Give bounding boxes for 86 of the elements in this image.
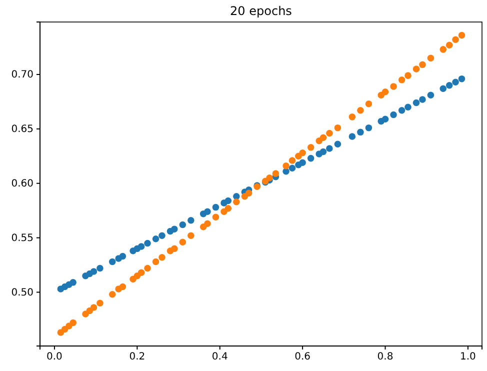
point xyxy=(245,190,252,197)
point xyxy=(158,254,166,261)
chart-title: 20 epochs xyxy=(230,4,292,18)
x-tick-label: 0.6 xyxy=(294,352,311,363)
point xyxy=(204,208,211,216)
point xyxy=(382,116,389,122)
point xyxy=(90,268,98,275)
point xyxy=(90,304,98,311)
point xyxy=(152,258,160,266)
y-tick-label: 0.50 xyxy=(11,287,34,298)
point xyxy=(446,42,453,48)
point xyxy=(307,154,314,162)
point xyxy=(419,61,426,68)
point xyxy=(170,245,178,252)
point xyxy=(138,269,145,276)
point xyxy=(427,54,434,62)
point xyxy=(299,159,306,166)
point xyxy=(108,291,116,298)
point xyxy=(224,197,232,204)
point xyxy=(427,92,434,99)
point xyxy=(452,78,459,86)
point xyxy=(419,96,426,103)
point xyxy=(458,75,466,82)
point xyxy=(179,221,186,228)
point xyxy=(390,83,397,90)
point xyxy=(365,100,372,108)
point xyxy=(334,124,342,132)
point xyxy=(348,133,356,140)
point xyxy=(158,232,166,239)
point xyxy=(440,85,447,92)
point xyxy=(204,220,211,228)
point xyxy=(307,144,314,151)
point xyxy=(144,264,151,272)
point xyxy=(96,264,104,272)
point xyxy=(458,32,466,39)
x-tick-label: 0.4 xyxy=(212,352,228,363)
point xyxy=(212,214,220,220)
x-tick-label: 0.8 xyxy=(377,352,394,363)
point xyxy=(357,128,364,136)
point xyxy=(440,46,447,53)
point xyxy=(320,134,327,141)
point xyxy=(365,124,372,132)
point xyxy=(288,157,296,164)
point xyxy=(348,114,356,120)
point xyxy=(326,145,333,152)
x-tick-label: 0.2 xyxy=(129,352,146,363)
point xyxy=(326,130,333,137)
point xyxy=(212,204,220,211)
point xyxy=(412,66,420,72)
point xyxy=(108,258,116,266)
y-tick-label: 0.60 xyxy=(11,178,34,190)
point xyxy=(96,300,104,306)
point xyxy=(282,162,290,170)
point xyxy=(404,72,412,79)
point xyxy=(119,252,126,260)
point xyxy=(138,243,145,250)
y-tick-label: 0.65 xyxy=(11,124,34,136)
point xyxy=(119,283,126,290)
point xyxy=(357,107,364,114)
y-tick-label: 0.70 xyxy=(11,70,34,81)
point xyxy=(320,148,327,156)
point xyxy=(398,107,406,114)
point xyxy=(382,88,389,96)
point xyxy=(144,240,151,247)
point xyxy=(179,238,186,246)
point xyxy=(170,226,178,232)
point xyxy=(288,164,296,172)
point xyxy=(334,140,342,148)
y-tick-label: 0.55 xyxy=(11,232,34,244)
point xyxy=(390,111,397,118)
point xyxy=(188,216,194,224)
point xyxy=(70,319,76,326)
point xyxy=(233,198,240,206)
point xyxy=(152,235,160,242)
point xyxy=(224,205,232,212)
point xyxy=(398,76,406,84)
x-tick-label: 0.0 xyxy=(46,352,62,363)
point xyxy=(412,99,420,106)
point xyxy=(272,170,280,177)
point xyxy=(188,232,194,239)
x-tick-label: 1.0 xyxy=(460,352,476,363)
point xyxy=(299,149,306,156)
point xyxy=(446,82,453,89)
point xyxy=(404,104,412,111)
point xyxy=(452,36,459,44)
point xyxy=(70,279,76,286)
